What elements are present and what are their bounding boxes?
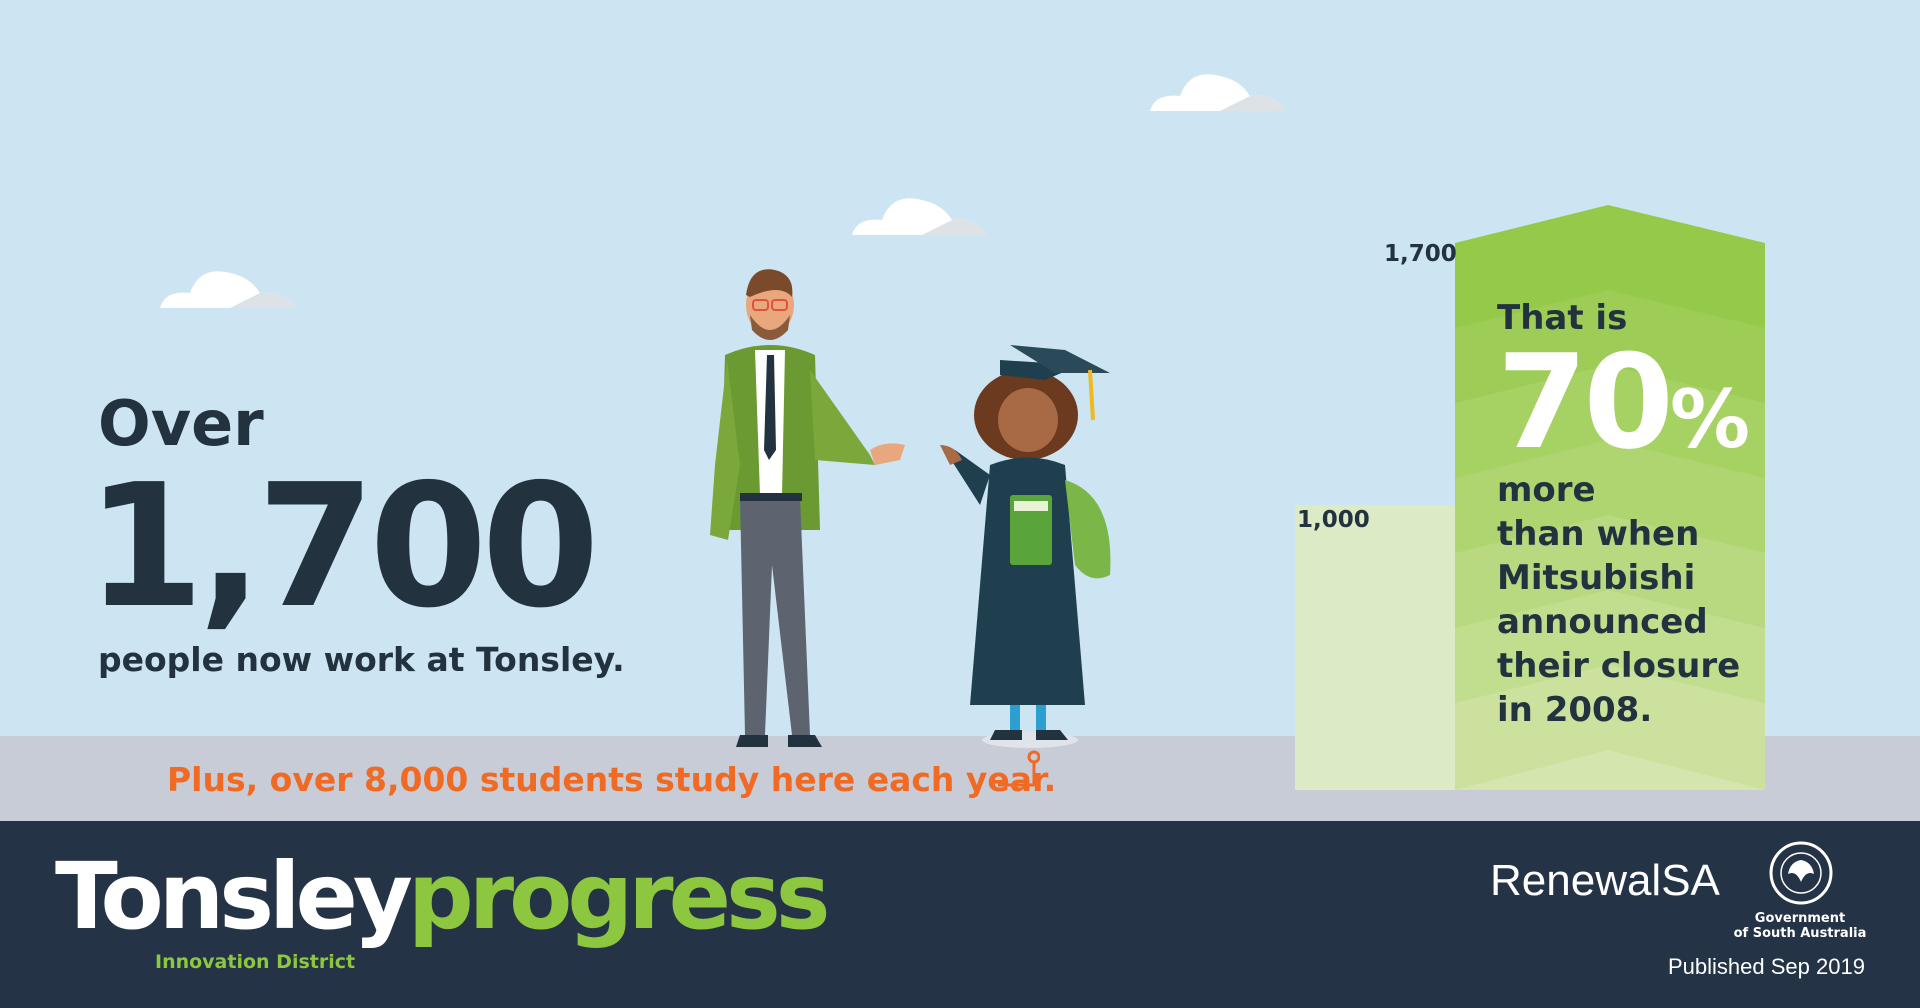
clouds: [160, 74, 1285, 308]
gov-line-2: of South Australia: [1733, 926, 1867, 941]
students-text: Plus, over 8,000 students study here eac…: [167, 760, 1057, 799]
comparison-line: Mitsubishi: [1497, 558, 1696, 598]
comparison-line: more: [1497, 470, 1596, 510]
headline-over: Over: [98, 387, 264, 460]
comparison-line: in 2008.: [1497, 690, 1653, 730]
bar-2008: [1295, 505, 1455, 790]
sa-government-seal-icon: [1769, 841, 1833, 905]
gov-line-1: Government: [1754, 911, 1846, 926]
government-label: Government of South Australia: [1730, 911, 1870, 941]
percent-sign: %: [1669, 373, 1750, 466]
comparison-bars: [1295, 205, 1765, 790]
logo-subtitle: Innovation District: [155, 951, 356, 973]
percent-value: 70%: [1497, 337, 1750, 467]
tonsley-progress-logo: Tonsleyprogress: [55, 850, 830, 944]
headline-caption: people now work at Tonsley.: [98, 640, 625, 679]
that-is-text: That is: [1497, 298, 1628, 338]
logo-progress: progress: [407, 843, 831, 950]
bar-label-1000: 1,000: [1297, 507, 1370, 533]
comparison-line: announced: [1497, 602, 1708, 642]
comparison-line: than when: [1497, 514, 1700, 554]
cloud-icon: [852, 198, 987, 235]
published-date: Published Sep 2019: [1668, 954, 1865, 979]
headline-number: 1,700: [86, 448, 600, 646]
bar-label-1700: 1,700: [1384, 241, 1457, 267]
percent-number: 70: [1497, 326, 1674, 478]
comparison-line: their closure: [1497, 646, 1741, 686]
pointer-line: [998, 750, 1040, 787]
people-illustration: [710, 269, 1111, 748]
bar-now: [1455, 205, 1765, 790]
comparison-text: more than when Mitsubishi announced thei…: [1497, 468, 1740, 732]
graduate-figure: [940, 345, 1111, 748]
man-figure: [710, 269, 905, 747]
logo-tonsley: Tonsley: [55, 843, 413, 950]
cloud-icon: [1150, 74, 1285, 111]
cloud-icon: [160, 271, 295, 308]
footer: [0, 821, 1920, 1008]
renewalsa-logo: RenewalSA: [1490, 856, 1720, 905]
